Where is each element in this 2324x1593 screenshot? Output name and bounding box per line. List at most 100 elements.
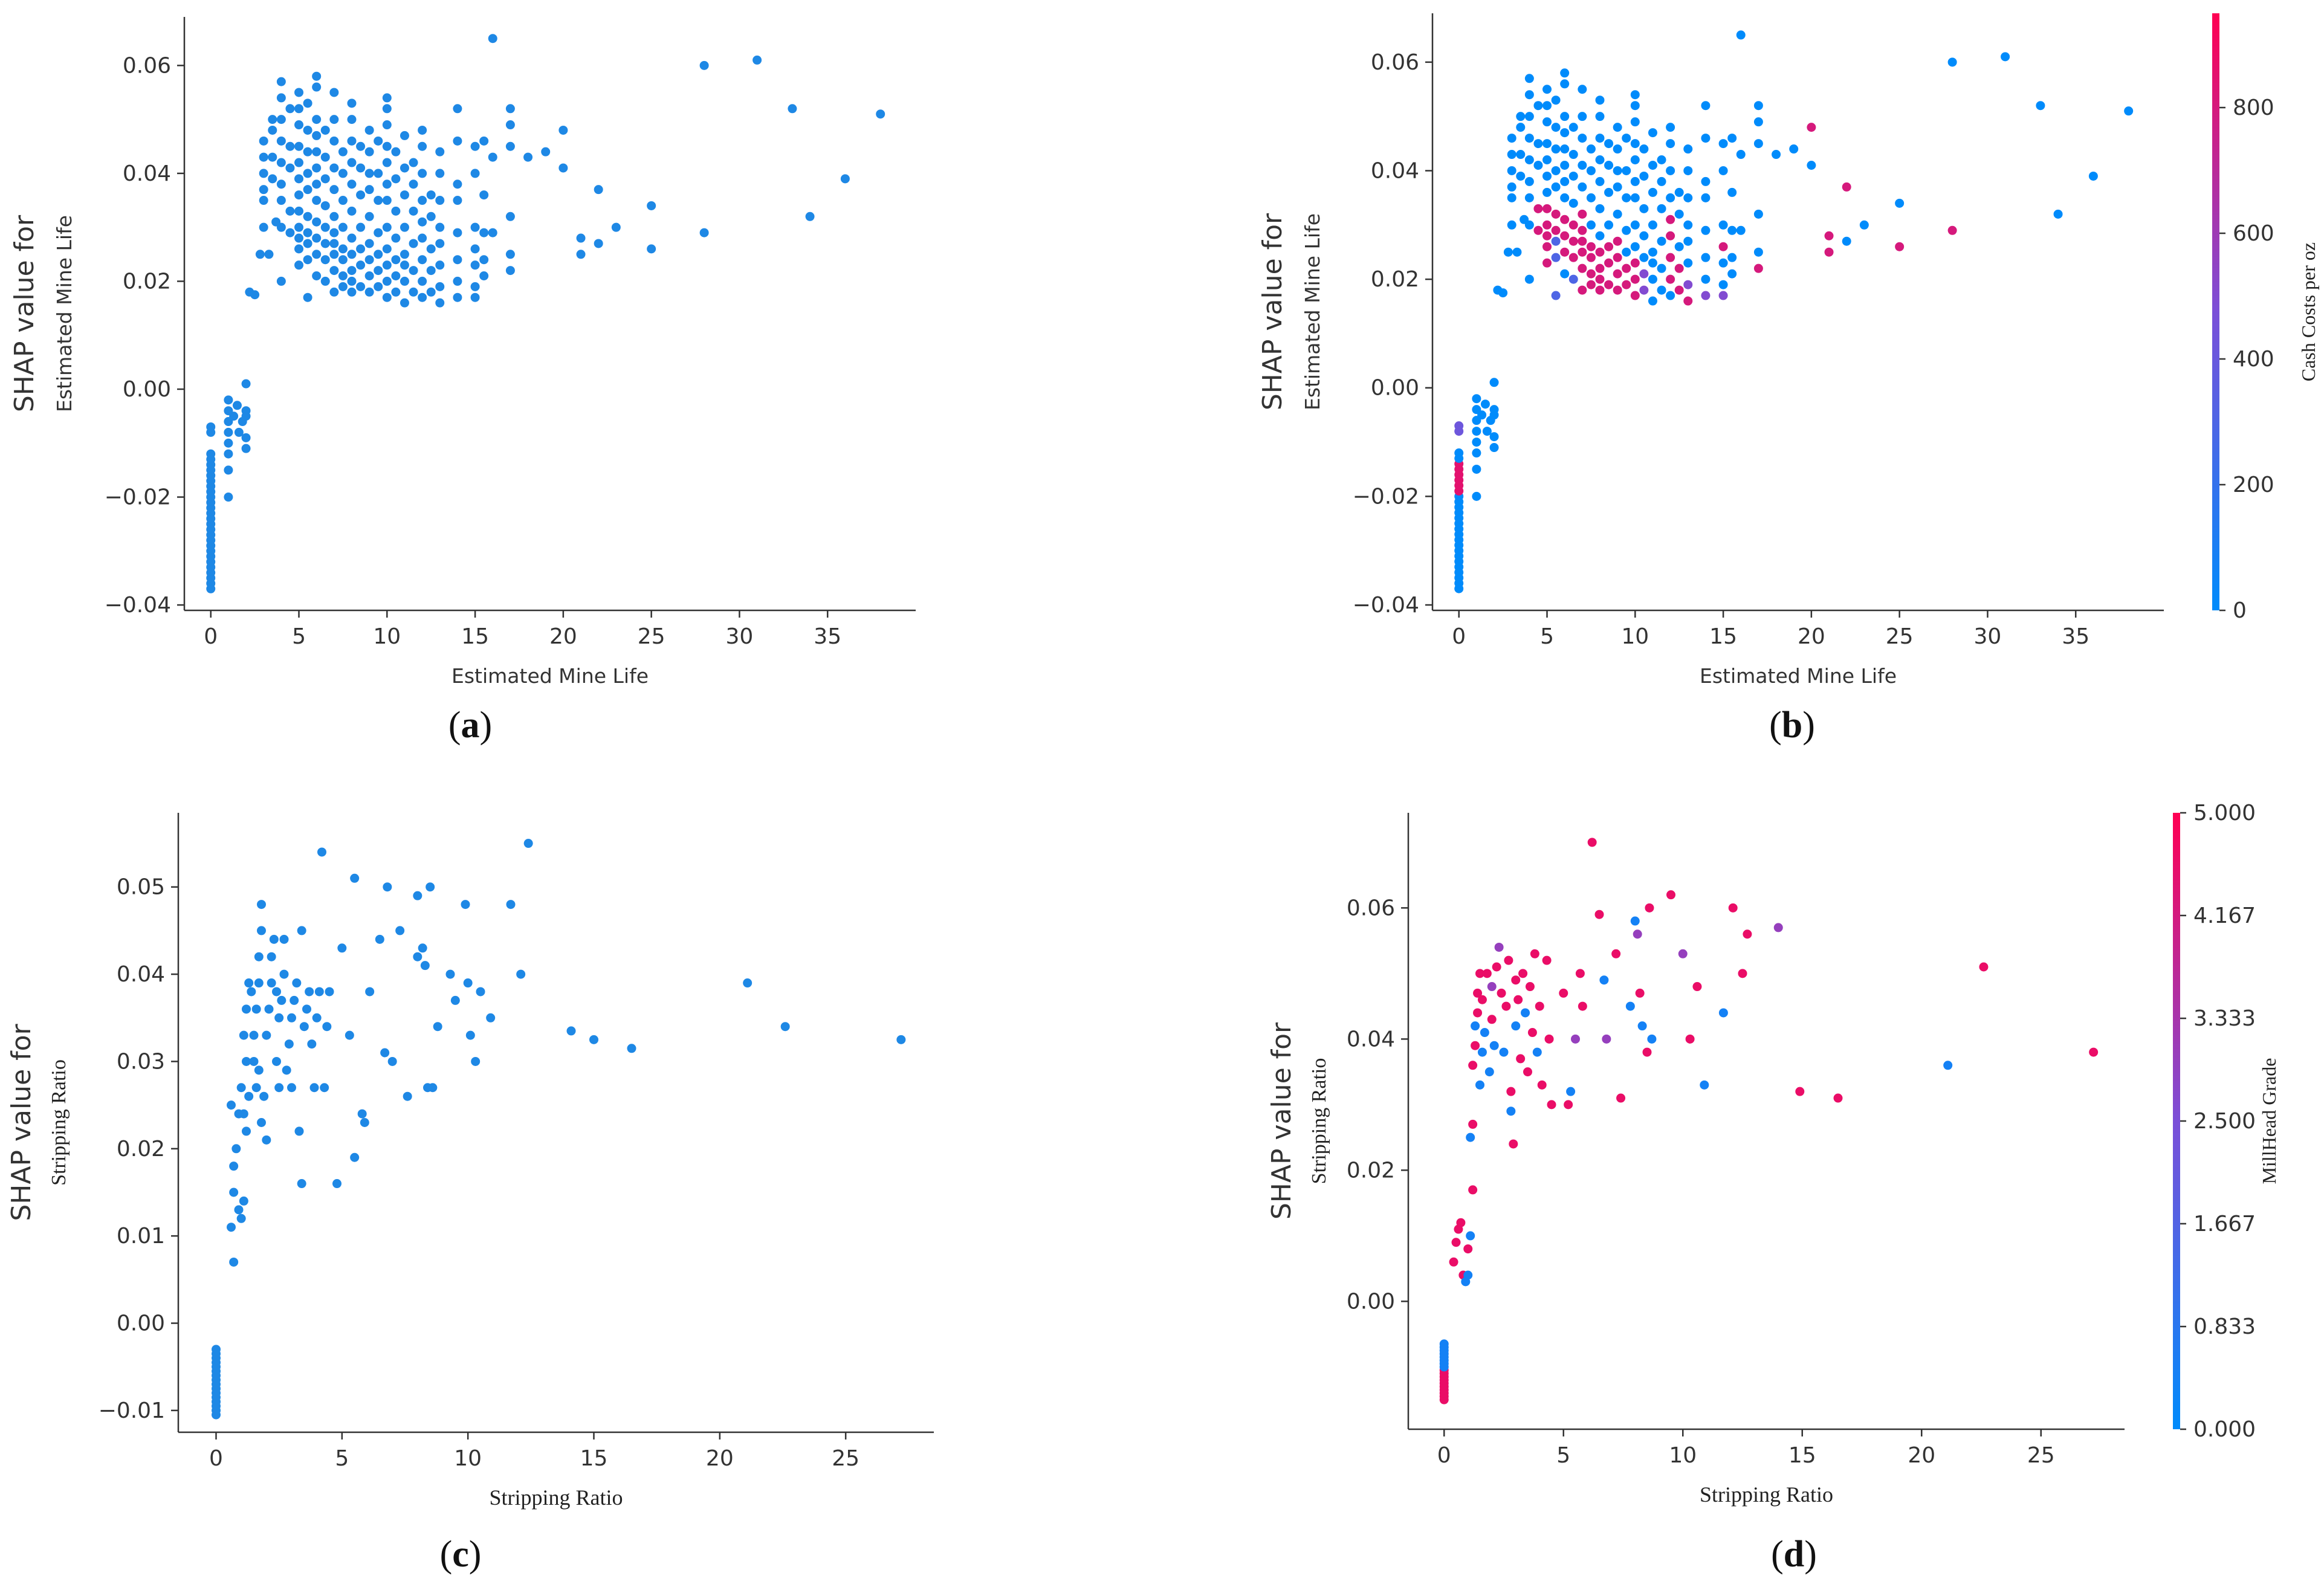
scatter-point <box>450 995 460 1005</box>
scatter-point <box>1564 1100 1573 1110</box>
scatter-point <box>276 93 286 103</box>
x-tick-label: 25 <box>638 624 665 649</box>
scatter-point <box>400 131 409 140</box>
scatter-point <box>312 1013 322 1023</box>
scatter-point <box>699 228 709 237</box>
scatter-point <box>1533 204 1543 213</box>
scatter-point <box>329 163 339 173</box>
scatter-point <box>453 292 462 302</box>
scatter-point <box>1468 1119 1478 1129</box>
scatter-point <box>254 1065 264 1075</box>
scatter-point <box>241 444 251 453</box>
scatter-point <box>290 995 299 1005</box>
scatter-point <box>1630 220 1640 230</box>
scatter-point <box>1613 182 1622 192</box>
scatter-point <box>242 1056 251 1066</box>
scatter-point <box>357 1109 367 1119</box>
scatter-point <box>1507 150 1516 160</box>
scatter-point <box>257 926 266 935</box>
panel-d-chart: 0.00 0.02 0.04 0.06 0 5 10 15 20 25 Stripping Rati… <box>1266 801 2280 1575</box>
scatter-point <box>1666 166 1675 175</box>
scatter-point <box>1718 139 1728 149</box>
scatter-point <box>1489 1041 1499 1050</box>
y-tick-label: 0.04 <box>1371 158 1419 183</box>
scatter-point <box>1613 209 1622 219</box>
scatter-point <box>1586 242 1596 251</box>
scatter-point <box>1578 1001 1587 1011</box>
x-tick-label: 30 <box>1974 624 2002 649</box>
scatter-point <box>338 169 348 178</box>
scatter-point <box>2089 1047 2099 1057</box>
scatter-point <box>274 1083 284 1093</box>
scatter-point <box>303 228 312 237</box>
panel-b-chart: −0.04 −0.02 0.00 0.02 0.04 0.06 0 5 10 15 20 25 30 35… <box>1257 13 2319 746</box>
scatter-point <box>523 152 533 162</box>
scatter-point <box>347 206 357 216</box>
scatter-point <box>272 987 281 997</box>
colorbar-tick-label: 400 <box>2233 347 2274 372</box>
scatter-point <box>1692 982 1702 992</box>
scatter-point <box>420 961 430 971</box>
x-tick-label: 10 <box>454 1446 482 1471</box>
scatter-point <box>347 276 357 286</box>
scatter-point <box>1701 193 1711 202</box>
scatter-point <box>276 222 286 232</box>
scatter-point <box>1842 236 1851 246</box>
x-tick-label: 20 <box>549 624 577 649</box>
scatter-point <box>1492 962 1501 972</box>
scatter-point <box>409 206 418 216</box>
scatter-point <box>1551 95 1561 105</box>
scatter-point <box>206 422 216 431</box>
scatter-point <box>1613 285 1622 295</box>
scatter-point <box>1795 1087 1805 1096</box>
scatter-point <box>426 882 435 892</box>
scatter-point <box>418 169 427 178</box>
scatter-point <box>1645 903 1654 913</box>
scatter-point <box>1578 209 1587 219</box>
scatter-point <box>279 934 289 944</box>
scatter-point <box>338 244 348 254</box>
scatter-point <box>231 1144 241 1154</box>
scatter-point <box>400 260 409 270</box>
scatter-point <box>364 287 374 297</box>
scatter-point <box>356 163 366 173</box>
x-axis-title: Stripping Ratio <box>1700 1482 1833 1507</box>
scatter-point <box>1753 139 1763 149</box>
scatter-point <box>1639 269 1649 279</box>
colorbar-tick-label: 0 <box>2233 598 2247 623</box>
x-axis-title: Estimated Mine Life <box>452 664 649 688</box>
scatter-point <box>259 169 268 178</box>
scatter-point <box>1683 296 1693 306</box>
x-tick-label: 30 <box>726 624 754 649</box>
scatter-point <box>1657 176 1666 186</box>
scatter-point <box>350 873 360 883</box>
scatter-point <box>566 1026 576 1036</box>
scatter-point <box>1463 1244 1473 1254</box>
scatter-point <box>1568 123 1578 132</box>
scatter-point <box>356 190 366 200</box>
scatter-point <box>264 250 274 259</box>
scatter-point <box>453 104 462 114</box>
scatter-point <box>1630 139 1640 149</box>
scatter-point <box>241 433 251 442</box>
scatter-point <box>382 104 392 114</box>
scatter-point <box>1466 1231 1475 1241</box>
x-tick-label: 15 <box>580 1446 608 1471</box>
scatter-point <box>391 206 401 216</box>
scatter-point <box>269 934 279 944</box>
scatter-point <box>418 196 427 205</box>
scatter-point <box>267 952 276 961</box>
scatter-point <box>1639 285 1649 295</box>
scatter-point <box>294 158 304 167</box>
scatter-point <box>1648 187 1657 197</box>
scatter-point <box>276 179 286 189</box>
scatter-point <box>465 1030 475 1040</box>
scatter-point <box>1635 988 1645 998</box>
scatter-point <box>1648 274 1657 284</box>
scatter-point <box>303 239 312 248</box>
scatter-point <box>268 174 277 184</box>
scatter-point <box>1497 988 1506 998</box>
scatter-point <box>374 228 383 237</box>
scatter-point <box>1542 171 1552 181</box>
scatter-point <box>1560 231 1570 241</box>
